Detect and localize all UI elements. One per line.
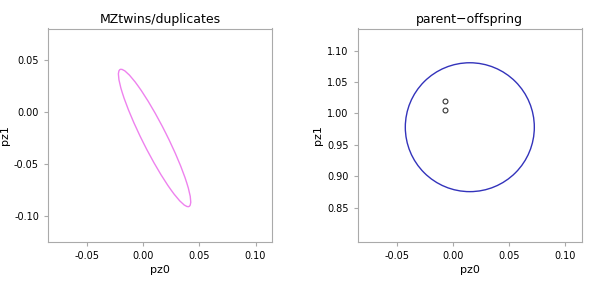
Y-axis label: pz1: pz1 bbox=[313, 125, 323, 145]
Title: parent−offspring: parent−offspring bbox=[416, 13, 523, 26]
X-axis label: pz0: pz0 bbox=[150, 265, 170, 275]
Y-axis label: pz1: pz1 bbox=[0, 125, 10, 145]
X-axis label: pz0: pz0 bbox=[460, 265, 480, 275]
Title: MZtwins/duplicates: MZtwins/duplicates bbox=[100, 13, 221, 26]
